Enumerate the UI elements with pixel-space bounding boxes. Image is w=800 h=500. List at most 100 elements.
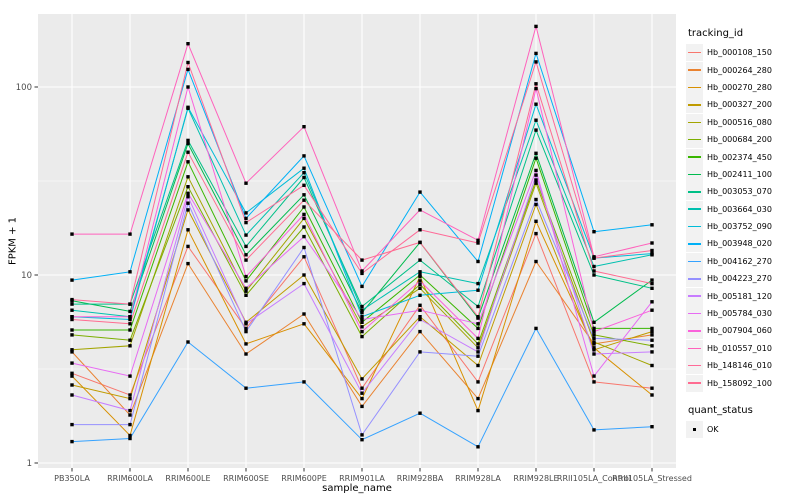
- data-point: [534, 60, 538, 64]
- data-point: [360, 329, 364, 334]
- legend-item-Hb_003752_090: Hb_003752_090: [686, 218, 798, 236]
- legend-item-Hb_003664_030: Hb_003664_030: [686, 200, 798, 218]
- data-point: [534, 86, 538, 91]
- data-point: [650, 393, 654, 397]
- data-point: [302, 175, 306, 180]
- legend-item-label: Hb_005181_120: [707, 291, 772, 301]
- data-point: [244, 342, 248, 346]
- data-point: [650, 333, 654, 337]
- data-point: [70, 302, 74, 306]
- data-point: [360, 438, 364, 442]
- axis-ticks: [34, 86, 653, 472]
- y-axis-title: FPKM + 1: [7, 216, 19, 266]
- data-points: [70, 24, 654, 449]
- data-point: [128, 374, 132, 378]
- data-point: [650, 300, 654, 304]
- legend-item-Hb_000516_080: Hb_000516_080: [686, 113, 798, 131]
- data-point: [186, 185, 190, 189]
- data-point: [476, 281, 480, 286]
- legend-item-Hb_000270_280: Hb_000270_280: [686, 78, 798, 96]
- data-point: [360, 377, 364, 381]
- data-point: [418, 350, 422, 354]
- data-point: [534, 118, 538, 122]
- data-point: [360, 391, 364, 395]
- legend-key-line-icon: [686, 131, 703, 149]
- data-point: [186, 105, 190, 109]
- data-point: [418, 190, 422, 194]
- legend: tracking_id Hb_000108_150 Hb_000264_280 Hb…: [686, 28, 798, 438]
- data-point: [592, 428, 596, 432]
- data-point: [650, 386, 654, 390]
- data-point: [186, 138, 190, 143]
- data-point: [186, 60, 190, 65]
- data-point: [302, 380, 306, 384]
- data-point: [186, 228, 190, 232]
- data-point: [244, 220, 248, 225]
- data-point: [418, 293, 422, 297]
- data-point: [534, 197, 538, 202]
- data-point: [592, 264, 596, 269]
- data-point: [418, 315, 422, 319]
- data-point: [244, 211, 248, 215]
- legend-key-line-icon: [686, 200, 703, 218]
- data-point: [534, 326, 538, 331]
- data-point: [70, 393, 74, 397]
- x-tick-label: RRIM928LE: [513, 474, 558, 483]
- data-point: [418, 228, 422, 232]
- data-point: [360, 317, 364, 322]
- data-point: [244, 329, 248, 334]
- data-point: [534, 173, 538, 177]
- data-point: [650, 308, 654, 312]
- data-point: [592, 348, 596, 352]
- data-point: [70, 348, 74, 352]
- data-point: [592, 326, 596, 331]
- legend-item-Hb_005784_030: Hb_005784_030: [686, 305, 798, 323]
- data-point: [128, 393, 132, 397]
- legend-item-label: Hb_000516_080: [707, 117, 772, 127]
- data-point: [244, 286, 248, 290]
- legend-item-Hb_003053_070: Hb_003053_070: [686, 183, 798, 201]
- data-point: [592, 352, 596, 356]
- legend-item-Hb_004162_270: Hb_004162_270: [686, 252, 798, 270]
- data-point: [128, 344, 132, 348]
- data-point: [186, 160, 190, 164]
- legend-item-label: Hb_003752_090: [707, 222, 772, 232]
- data-point: [302, 154, 306, 158]
- data-point: [418, 329, 422, 334]
- legend-key-line-icon: [686, 305, 703, 323]
- data-point: [302, 273, 306, 277]
- data-point: [592, 269, 596, 273]
- data-point: [128, 436, 132, 441]
- data-point: [244, 326, 248, 331]
- data-point: [128, 232, 132, 236]
- data-point: [70, 232, 74, 236]
- legend-key-line-icon: [686, 235, 703, 253]
- data-point: [360, 284, 364, 289]
- legend-item-label: Hb_000684_200: [707, 135, 772, 145]
- data-point: [360, 386, 364, 390]
- data-point: [534, 202, 538, 207]
- legend-key-line-icon: [686, 218, 703, 236]
- data-point: [418, 308, 422, 312]
- data-point: [244, 322, 248, 326]
- data-point: [476, 350, 480, 354]
- legend-item-Hb_000264_280: Hb_000264_280: [686, 61, 798, 79]
- data-point: [302, 193, 306, 197]
- data-point: [360, 325, 364, 329]
- data-point: [244, 289, 248, 293]
- data-point: [128, 338, 132, 342]
- data-point: [244, 216, 248, 221]
- legend-item-Hb_007904_060: Hb_007904_060: [686, 322, 798, 340]
- x-tick-label: RRIM600SE: [223, 474, 269, 483]
- data-point: [70, 383, 74, 387]
- data-point: [592, 230, 596, 234]
- data-point: [418, 411, 422, 415]
- data-point: [534, 219, 538, 223]
- data-point: [128, 302, 132, 306]
- legend-key-line-icon: [686, 165, 703, 183]
- data-point: [244, 352, 248, 356]
- x-tick-label: RRIM928LA: [455, 474, 501, 483]
- y-tick-label: 10: [21, 271, 32, 281]
- data-point: [476, 304, 480, 309]
